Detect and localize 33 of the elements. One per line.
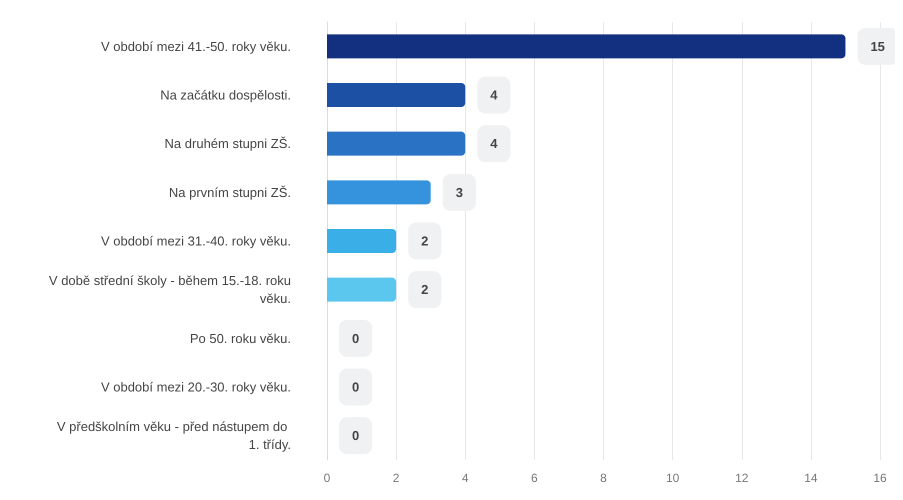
y-tick-label: V době střední školy - během 15.-18. roku věku. (48, 273, 291, 306)
bar (327, 132, 466, 156)
data-label: 3 (456, 184, 463, 200)
x-tick-label: 4 (462, 471, 469, 485)
data-label: 4 (490, 136, 498, 152)
x-tick-label: 0 (324, 471, 331, 485)
y-tick-label: V období mezi 20.-30. roky věku. (100, 380, 291, 394)
y-tick-label: V období mezi 31.-40. roky věku. (100, 234, 291, 248)
data-label: 2 (421, 282, 428, 298)
bar (327, 34, 846, 58)
y-tick-label: V předškolním věku - před nástupem do 1. třídy. (56, 419, 291, 452)
data-label: 0 (352, 428, 360, 444)
y-tick-label: Na prvním stupni ZŠ. (168, 184, 291, 200)
x-tick-label: 16 (873, 471, 887, 485)
y-tick-label: Po 50. roku věku. (190, 330, 291, 346)
x-tick-label: 12 (735, 471, 749, 485)
x-tick-label: 6 (531, 471, 538, 485)
data-label: 0 (352, 330, 360, 346)
y-tick-label: Na druhém stupni ZŠ. (164, 136, 291, 152)
x-tick-label: 8 (600, 471, 608, 485)
data-label: 0 (352, 380, 360, 394)
bar (327, 83, 466, 107)
bar (327, 278, 396, 302)
data-label: 15 (870, 38, 885, 54)
y-tick-label: Na začátku dospělosti. (160, 88, 291, 102)
x-tick-label: 10 (666, 471, 680, 485)
x-tick-label: 2 (392, 471, 400, 485)
x-tick-label: 14 (804, 471, 818, 485)
data-label: 4 (490, 88, 498, 102)
bar (327, 180, 431, 204)
bar (327, 229, 396, 253)
data-label: 2 (421, 234, 428, 248)
y-tick-label: V období mezi 41.-50. roky věku. (100, 38, 291, 54)
